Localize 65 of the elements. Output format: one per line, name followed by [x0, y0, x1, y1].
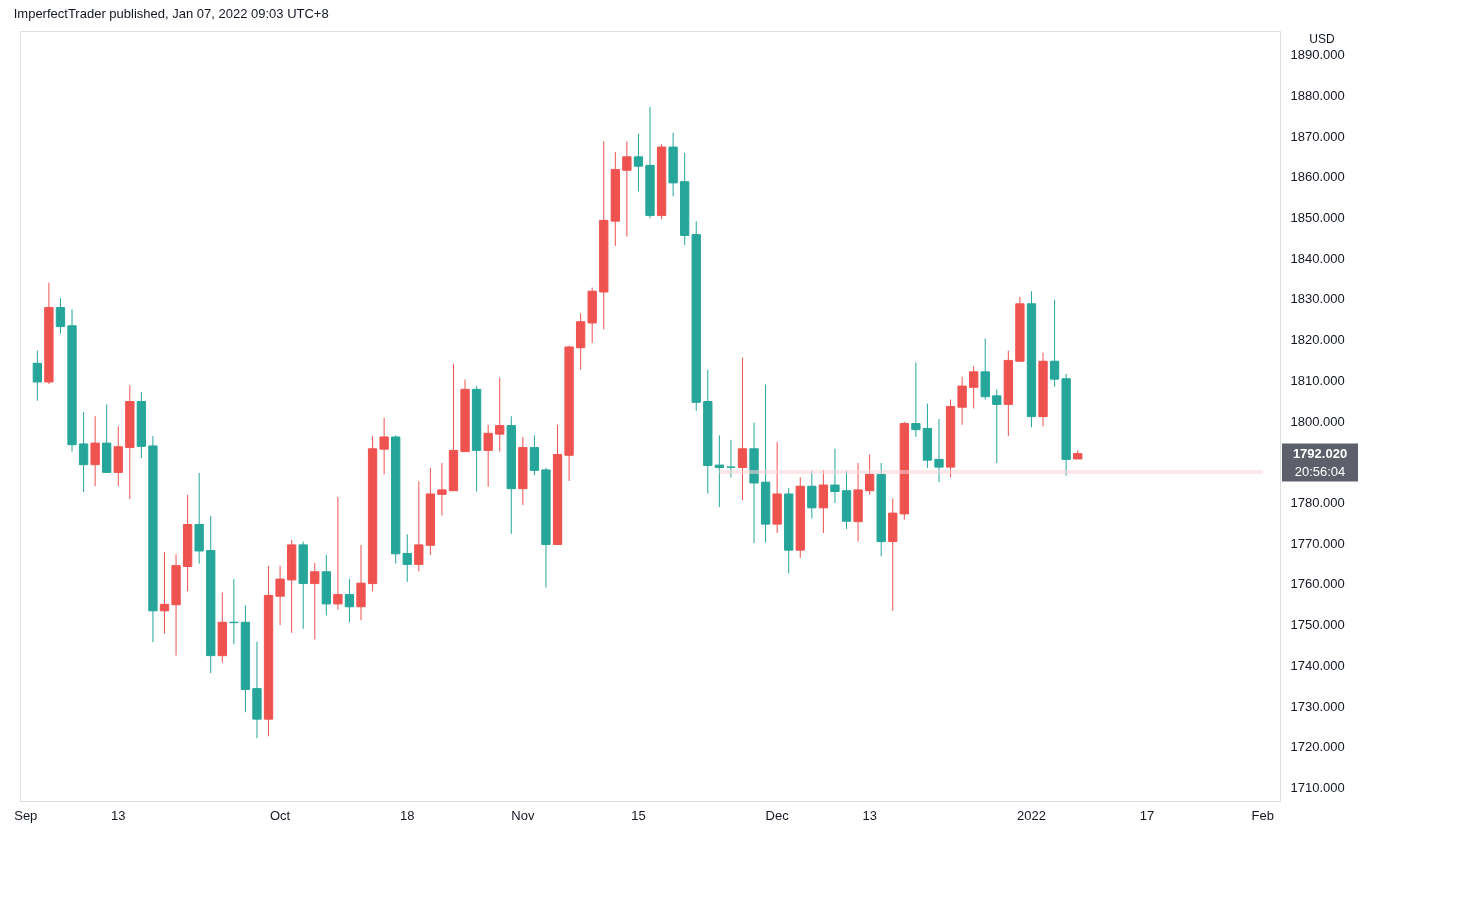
x-tick-label: Nov: [511, 807, 535, 823]
y-tick-label: 1850.000: [1290, 209, 1345, 225]
y-tick-label: 1780.000: [1290, 495, 1345, 511]
candlestick: [495, 377, 505, 453]
y-tick-label: 1760.000: [1290, 576, 1345, 592]
candlestick: [379, 417, 389, 475]
x-tick-label: 15: [631, 807, 646, 823]
y-tick-label: 1870.000: [1290, 128, 1345, 144]
y-tick-label: 1810.000: [1290, 372, 1345, 388]
x-tick-label: 18: [400, 807, 415, 823]
candlestick: [90, 415, 100, 487]
candlestick: [356, 544, 366, 621]
candlestick: [714, 434, 725, 508]
candlestick: [402, 533, 412, 583]
candlestick: [737, 357, 748, 501]
x-tick-label: 2022: [1017, 807, 1046, 823]
candlestick: [633, 133, 644, 192]
candlestick: [310, 562, 320, 640]
candlestick: [911, 361, 921, 438]
candlestick: [726, 439, 736, 478]
candlestick: [55, 297, 66, 335]
candlestick: [344, 578, 355, 623]
candlestick: [807, 470, 817, 519]
candlestick: [333, 496, 343, 611]
candlestick: [992, 388, 1002, 464]
y-tick-label: 1860.000: [1290, 169, 1345, 185]
y-tick-label: 1710.000: [1290, 780, 1345, 796]
text: 1792.020: [1292, 445, 1348, 461]
y-tick-label: 1720.000: [1290, 739, 1345, 755]
candlestick: [934, 418, 944, 483]
candlestick: [32, 350, 42, 402]
x-tick-label: Sep: [14, 807, 38, 823]
candlestick: [957, 376, 967, 426]
x-tick-label: 13: [862, 807, 877, 823]
candlestick: [159, 551, 170, 635]
x-tick-label: 13: [111, 807, 126, 823]
text: USD: [1309, 32, 1335, 46]
candlestick: [437, 462, 447, 517]
y-tick-label: 1890.000: [1290, 47, 1345, 63]
y-tick-label: 1840.000: [1290, 250, 1345, 266]
candlestick: [969, 365, 979, 409]
x-tick-label: Dec: [765, 807, 790, 823]
candlestick: [529, 434, 540, 476]
candlestick: [275, 565, 285, 626]
candlestick: [864, 453, 875, 496]
text: 20:56:04: [1294, 463, 1346, 479]
x-tick-label: Oct: [269, 807, 291, 823]
y-tick-label: 1830.000: [1290, 291, 1345, 307]
candlestick: [830, 448, 840, 504]
x-tick-label: Feb: [1251, 807, 1274, 823]
y-tick-label: 1800.000: [1290, 413, 1345, 429]
x-tick-label: 17: [1139, 807, 1155, 823]
y-tick-label: 1880.000: [1290, 87, 1345, 103]
y-tick-label: 1750.000: [1290, 617, 1345, 633]
candlestick: [1049, 299, 1060, 388]
chart-title: ImperfectTrader published, Jan 07, 2022 09:03 UTC+8: [13, 6, 329, 21]
y-tick-label: 1730.000: [1290, 698, 1345, 714]
y-tick-label: 1740.000: [1290, 657, 1345, 673]
candlestick: [78, 411, 89, 493]
y-tick-label: 1820.000: [1290, 332, 1345, 348]
candlestick: [818, 469, 829, 534]
y-tick-label: 1770.000: [1290, 535, 1345, 551]
candlestick: [483, 424, 493, 488]
candlestick: [414, 480, 424, 572]
candlestick: [622, 140, 632, 238]
